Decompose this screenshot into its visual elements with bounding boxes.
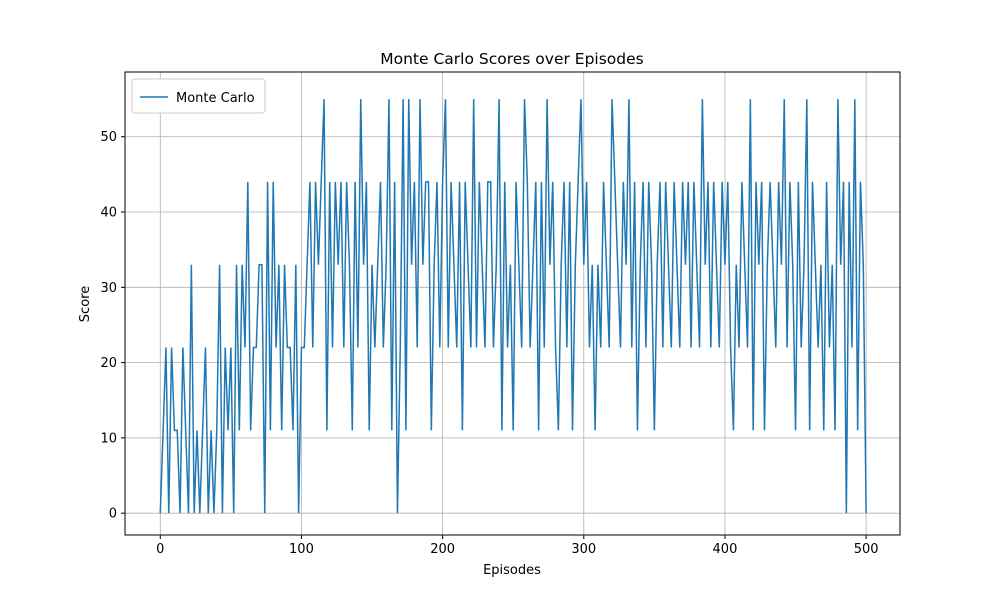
x-tick-label: 0 — [156, 542, 164, 557]
x-tick-label: 100 — [289, 542, 314, 557]
plot-frame — [124, 71, 901, 536]
y-tick-label: 30 — [100, 281, 117, 296]
chart-title: Monte Carlo Scores over Episodes — [380, 50, 644, 68]
x-tick-label: 300 — [571, 542, 596, 557]
y-tick-label: 50 — [100, 130, 117, 145]
legend-box — [131, 78, 266, 114]
y-tick-label: 40 — [100, 206, 117, 221]
y-tick-label: 20 — [100, 356, 117, 371]
x-tick-label: 200 — [430, 542, 455, 557]
x-axis-label: Episodes — [483, 563, 541, 578]
y-tick-label: 10 — [100, 431, 117, 446]
legend-label: Monte Carlo — [176, 91, 255, 106]
y-axis-label: Score — [78, 286, 93, 322]
data-line — [159, 99, 867, 514]
y-tick-label: 0 — [109, 507, 117, 522]
x-tick-label: 400 — [713, 542, 738, 557]
x-tick-label: 500 — [854, 542, 879, 557]
